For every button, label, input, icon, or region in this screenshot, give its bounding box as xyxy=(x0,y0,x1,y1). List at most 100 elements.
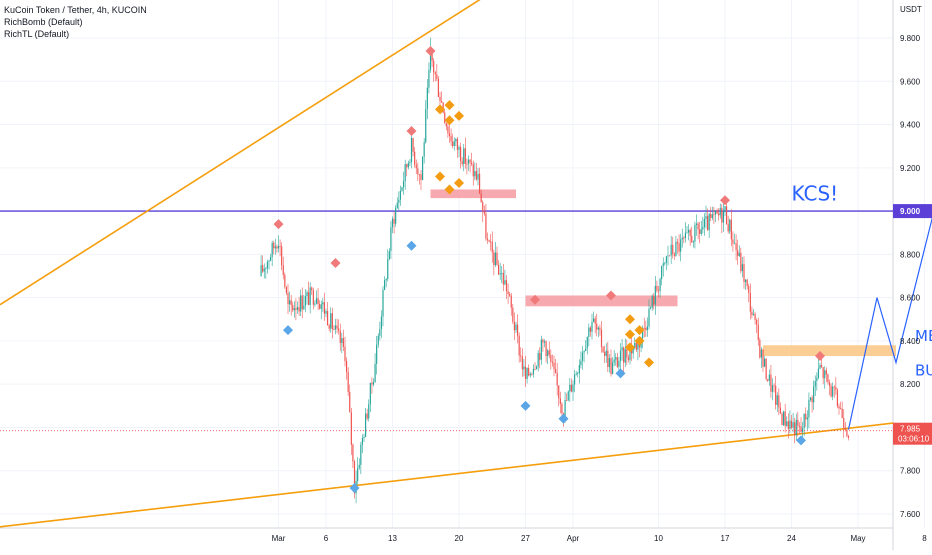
candle-body xyxy=(541,340,542,360)
candle-body xyxy=(495,253,496,266)
candle-body xyxy=(819,365,820,369)
candle-body xyxy=(447,126,448,133)
candle-body xyxy=(260,265,261,276)
candle-body xyxy=(591,322,592,332)
candle-body xyxy=(808,400,809,418)
candle-body xyxy=(314,304,315,305)
candle-body xyxy=(724,206,725,211)
candle-body xyxy=(577,373,578,374)
candle-body xyxy=(409,162,410,163)
candle-body xyxy=(310,288,311,305)
candle-body xyxy=(656,286,657,291)
candle-body xyxy=(523,367,524,370)
candle-body xyxy=(406,164,407,167)
candle-body xyxy=(416,165,417,169)
candle-body xyxy=(728,224,729,231)
candle-body xyxy=(346,361,347,372)
candle-body xyxy=(615,357,616,359)
candle-body xyxy=(468,160,469,164)
candle-body xyxy=(737,250,738,256)
candle-body xyxy=(715,210,716,214)
signal-marker-blue xyxy=(559,414,569,424)
candle-body xyxy=(837,390,838,406)
candle-body xyxy=(348,372,349,392)
candle-body xyxy=(405,164,406,181)
candle-body xyxy=(501,273,502,274)
candle-body xyxy=(759,340,760,357)
candle-body xyxy=(685,233,686,238)
signal-marker-blue xyxy=(521,401,531,411)
signal-marker-blue xyxy=(407,241,417,251)
candle-body xyxy=(599,328,600,330)
price-axis[interactable]: 9.8009.6009.4009.2009.0008.8008.6008.400… xyxy=(893,34,932,519)
candle-body xyxy=(659,279,660,291)
candle-body xyxy=(338,329,339,331)
candle-body xyxy=(743,264,744,282)
candle-body xyxy=(330,313,331,328)
indicator-richbomb[interactable]: RichBomb (Default) xyxy=(4,16,147,28)
candle-body xyxy=(758,325,759,340)
candle-body xyxy=(435,72,436,74)
symbol-title[interactable]: KuCoin Token / Tether, 4h, KUCOIN xyxy=(4,4,147,16)
indicator-richtl[interactable]: RichTL (Default) xyxy=(4,28,147,40)
candle-body xyxy=(539,353,540,360)
candle-body xyxy=(343,338,344,347)
candle-body xyxy=(804,414,805,428)
candle-body xyxy=(433,61,434,72)
candle-body xyxy=(370,383,371,405)
candle-body xyxy=(745,280,746,282)
candle-body xyxy=(465,148,466,164)
candle-body xyxy=(522,356,523,369)
level-label: 9.000 xyxy=(900,207,921,216)
candle-body xyxy=(764,359,765,367)
x-tick-label: 24 xyxy=(787,534,796,543)
candle-body xyxy=(823,367,824,378)
signal-marker-red xyxy=(720,195,730,205)
candle-body xyxy=(618,361,619,367)
candle-body xyxy=(805,414,806,420)
candle-body xyxy=(313,290,314,305)
candle-body xyxy=(428,70,429,88)
last-price-label: 7.985 xyxy=(900,425,921,434)
candle-body xyxy=(748,286,749,293)
candle-body xyxy=(690,230,691,236)
candle-body xyxy=(387,259,388,279)
candle-body xyxy=(791,421,792,428)
projection-path xyxy=(849,211,932,430)
candle-body xyxy=(585,349,586,351)
time-axis[interactable]: Mar6132027Apr101724May8152227Jun xyxy=(272,534,932,543)
candle-body xyxy=(582,352,583,360)
candle-body xyxy=(666,256,667,262)
y-tick-label: 7.600 xyxy=(900,510,921,519)
candle-body xyxy=(713,214,714,215)
candle-body xyxy=(576,374,577,375)
candle-body xyxy=(721,208,722,222)
candle-body xyxy=(424,142,425,156)
candle-body xyxy=(519,336,520,356)
candle-body xyxy=(824,370,825,378)
candle-body xyxy=(292,305,293,310)
x-tick-label: 20 xyxy=(455,534,464,543)
y-tick-label: 9.600 xyxy=(900,77,921,86)
candle-body xyxy=(675,242,676,256)
candle-body xyxy=(336,325,337,328)
candle-body xyxy=(411,138,412,162)
candle-body xyxy=(281,246,282,265)
candle-body xyxy=(359,465,360,468)
candle-body xyxy=(834,387,835,388)
candle-body xyxy=(506,280,507,291)
candle-body xyxy=(648,309,649,327)
candle-body xyxy=(664,263,665,264)
candle-body xyxy=(788,421,789,428)
candle-body xyxy=(436,74,437,78)
candle-body xyxy=(403,181,404,187)
candle-body xyxy=(488,240,489,241)
x-tick-label: 13 xyxy=(388,534,397,543)
candle-body xyxy=(595,318,596,323)
candle-body xyxy=(797,420,798,426)
candle-body xyxy=(826,370,827,374)
candle-body xyxy=(694,225,695,242)
candle-body xyxy=(279,246,280,247)
